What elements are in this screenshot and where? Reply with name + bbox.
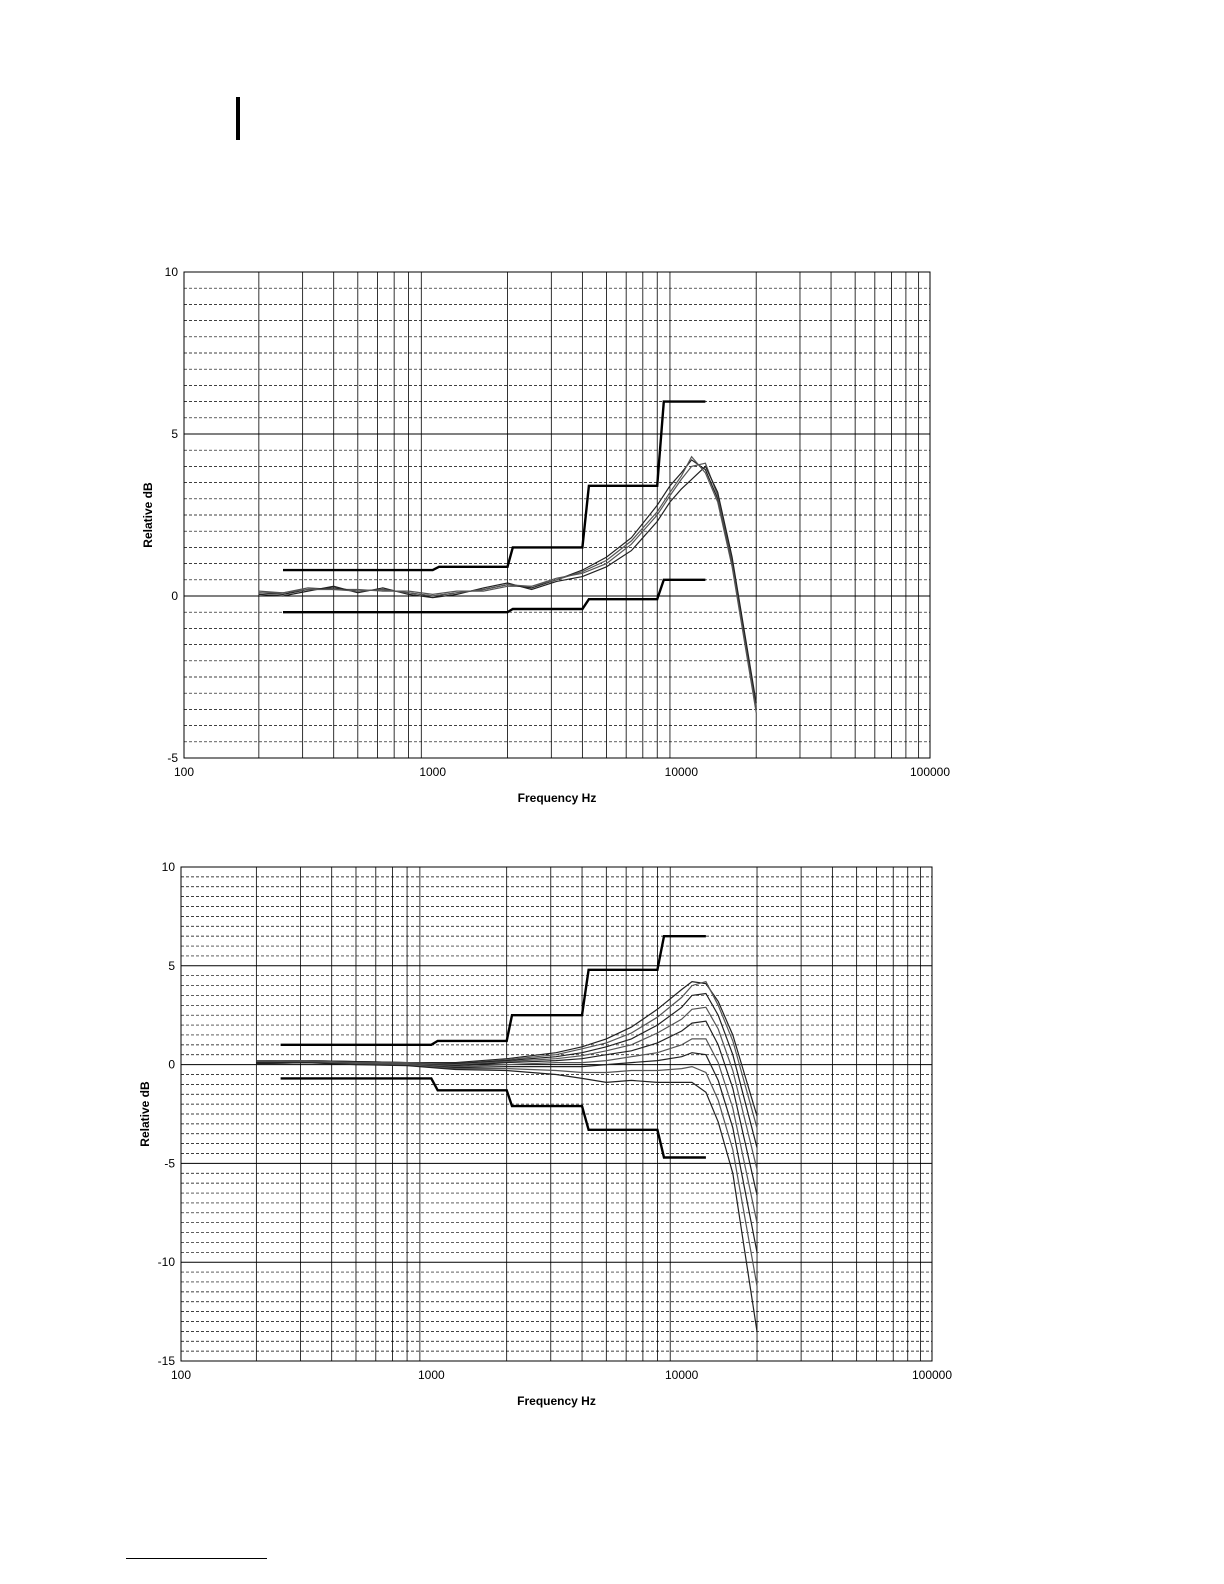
- lower-limit-line: [283, 578, 706, 614]
- y-tick-label: 10: [162, 860, 176, 874]
- series-line: [258, 455, 757, 713]
- x-axis-label: Frequency Hz: [517, 1394, 596, 1408]
- grid-horizontal: [181, 876, 932, 1352]
- y-axis-label: Relative dB: [141, 482, 155, 548]
- grid-horizontal: [184, 287, 930, 743]
- y-tick-label: 0: [171, 589, 178, 603]
- grid-vertical: [255, 867, 921, 1361]
- lower-limit-line: [280, 1077, 706, 1159]
- y-axis-label: Relative dB: [138, 1081, 152, 1147]
- x-tick-label: 100: [171, 1368, 191, 1382]
- chart-bottom: -15 -10 -5 0 5 10 100 1000 10000 100000 Frequency …: [138, 860, 952, 1408]
- y-tick-label: -15: [158, 1354, 176, 1368]
- change-bar: [236, 97, 240, 140]
- series-line: [256, 1006, 758, 1170]
- series-line: [258, 462, 757, 707]
- x-tick-label: 100000: [912, 1368, 952, 1382]
- x-tick-label: 1000: [419, 765, 446, 779]
- chart-top: -5 0 5 10 100 1000 10000 100000 Frequency Hz Rela…: [141, 265, 950, 805]
- series-line: [256, 1038, 758, 1223]
- y-tick-label: -5: [167, 751, 178, 765]
- y-tick-label: -10: [158, 1255, 176, 1269]
- series-line: [258, 465, 757, 703]
- x-tick-label: 1000: [418, 1368, 445, 1382]
- x-tick-label: 100000: [910, 765, 950, 779]
- upper-limit-line: [283, 400, 706, 572]
- y-tick-label: 5: [168, 959, 175, 973]
- y-tick-label: 0: [168, 1058, 175, 1072]
- x-tick-label: 100: [174, 765, 194, 779]
- x-axis-label: Frequency Hz: [518, 791, 597, 805]
- x-tick-label: 10000: [665, 765, 699, 779]
- upper-limit-line: [280, 934, 706, 1047]
- y-tick-label: 5: [171, 427, 178, 441]
- x-tick-label: 10000: [665, 1368, 699, 1382]
- series-line: [256, 1061, 758, 1332]
- y-tick-label: 10: [165, 265, 179, 279]
- footnote-rule: [126, 1558, 267, 1559]
- y-tick-label: -5: [164, 1156, 175, 1170]
- series-line: [256, 1061, 758, 1287]
- grid-vertical: [258, 272, 920, 758]
